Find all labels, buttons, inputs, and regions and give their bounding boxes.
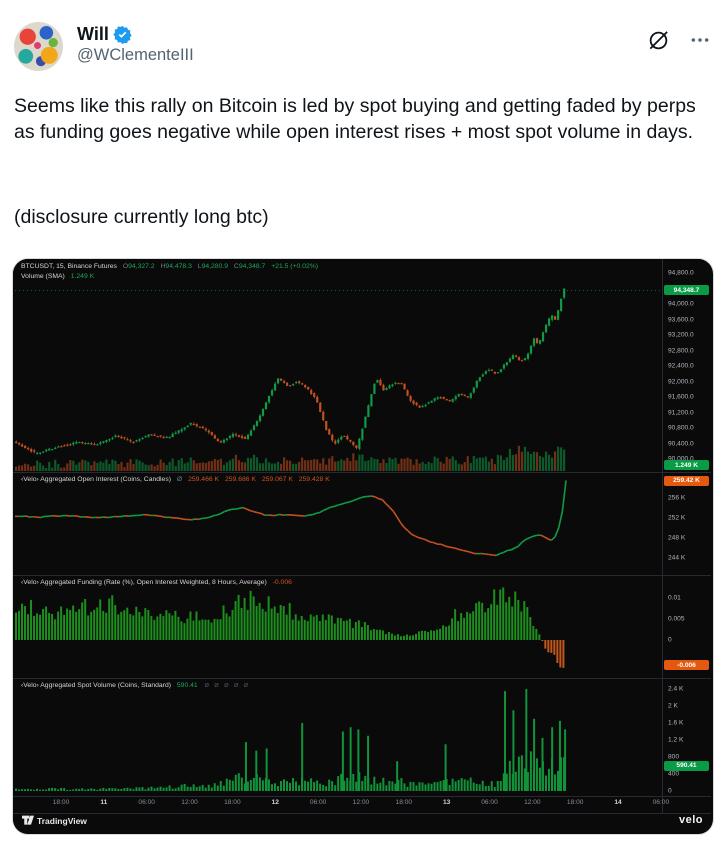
axis-value-badge: 1.249 K [664,460,709,470]
axis-tick-label: 92,000.0 [668,378,694,385]
axis-tick-label: 2 K [668,702,678,710]
axis-tick-label: 244 K [668,554,686,562]
spot-volume-legend[interactable]: ‹Velo› Aggregated Spot Volume (Coins, St… [21,682,251,689]
display-name[interactable]: Will [77,24,109,44]
time-axis-label: 11 [100,799,108,806]
high-value: 94,478.3 [165,263,192,270]
axis-tick-label: 1.6 K [668,719,684,727]
time-axis-label: 12:00 [181,799,198,806]
symbol-label[interactable]: BTCUSDT, 15, Binance Futures [21,263,117,270]
axis-value-badge: 590.41 [664,760,709,771]
low-value: 94,280.9 [201,263,229,270]
open-interest-legend[interactable]: ‹Velo› Aggregated Open Interest (Coins, … [21,476,330,483]
open-value: 94,327.2 [128,263,155,270]
axis-tick-label: 92,800.0 [668,347,694,354]
time-axis-label: 18:00 [395,799,413,806]
time-axis-label: 06:00 [309,799,327,806]
axis-value-badge: 259.42 K [664,475,709,486]
axis-tick-label: 248 K [668,534,686,542]
chart-canvas[interactable] [13,259,711,832]
time-axis-label: 06:00 [138,799,155,806]
user-handle[interactable]: @WClementeIII [77,46,194,64]
velo-logo: velo [678,814,703,826]
axis-tick-label: 256 K [668,494,686,502]
author-name-row[interactable]: Will [77,24,132,45]
axis-tick-label: 93,200.0 [668,331,694,339]
axis-tick-label: 91,600.0 [668,393,694,401]
close-value: 94,348.7 [238,263,266,270]
price-legend[interactable]: BTCUSDT, 15, Binance Futures O94,327.2 H… [21,263,319,270]
chart-card[interactable]: BTCUSDT, 15, Binance Futures O94,327.2 H… [12,258,714,835]
time-axis-label: 18:00 [566,799,584,806]
tweet-disclosure: (disclosure currently long btc) [14,206,269,228]
time-axis-label: 12:00 [524,799,541,806]
verified-badge-icon [113,25,132,44]
time-axis-label: 06:00 [652,799,670,806]
volume-legend[interactable]: Volume (SMA) 1.249 K [21,273,95,280]
tradingview-logo[interactable]: TradingView [22,815,87,826]
axis-tick-label: 252 K [668,514,686,522]
tweet-text: Seems like this rally on Bitcoin is led … [14,95,696,143]
axis-tick-label: 92,400.0 [668,362,694,370]
eye-icon[interactable]: Ø [176,476,183,483]
axis-tick-label: 93,600.0 [668,316,694,323]
time-axis-label: 12:00 [352,799,370,806]
time-axis-label: 14 [614,799,622,806]
axis-tick-label: 0.005 [668,615,685,623]
axis-tick-label: 91,200.0 [668,409,694,416]
axis-tick-label: 90,800.0 [668,424,694,432]
tradingview-glyph-icon [22,815,34,825]
axis-tick-label: 94,000.0 [668,300,694,308]
funding-legend[interactable]: ‹Velo› Aggregated Funding (Rate (%), Ope… [21,579,292,586]
time-axis-label: 18:00 [52,799,70,806]
more-button-icon[interactable] [688,28,712,52]
axis-tick-label: 90,400.0 [668,440,694,447]
time-axis-label: 12 [271,799,279,806]
avatar[interactable] [14,22,63,71]
axis-tick-label: 400 [668,770,680,778]
indicator-action-icons[interactable]: Ø Ø Ø Ø Ø [204,683,251,689]
axis-tick-label: 2.4 K [668,685,684,693]
axis-tick-label: 90,000.0 [668,455,694,463]
axis-tick-label: 1.2 K [668,736,684,744]
grok-icon[interactable] [646,28,670,52]
axis-value-badge: 94,348.7 [664,285,709,296]
change-value: +21.5 (+0.02%) [271,263,319,270]
time-axis-label: 18:00 [224,799,241,806]
axis-value-badge: -0.006 [664,660,709,671]
spot-volume-value: 590.41 [176,682,198,689]
time-axis-label: 06:00 [481,799,498,806]
time-axis-label: 13 [442,799,451,806]
axis-tick-label: 800 [668,753,680,761]
axis-tick-label: 94,800.0 [668,269,694,277]
volume-sma-value: 1.249 K [70,273,95,280]
funding-value: -0.006 [272,579,292,586]
axis-tick-label: 0.01 [668,594,681,602]
axis-tick-label: 0 [668,787,672,795]
axis-tick-label: 0 [668,636,672,644]
